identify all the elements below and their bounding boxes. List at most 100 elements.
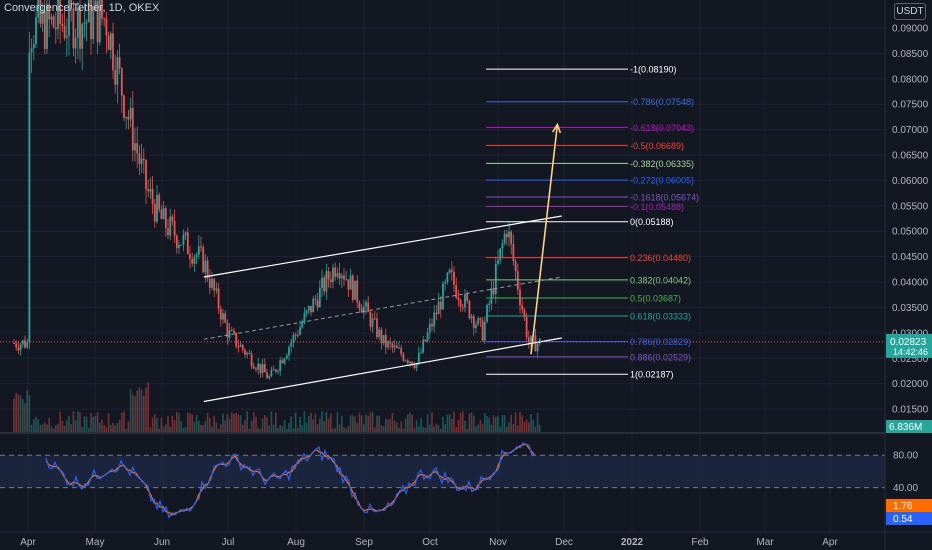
volume-bar <box>250 420 253 432</box>
candle-body <box>94 0 97 11</box>
candle-body <box>191 258 194 264</box>
volume-bar <box>404 418 407 432</box>
candle-body <box>332 267 334 282</box>
candle-body <box>248 352 251 354</box>
candle-body <box>340 275 343 279</box>
volume-bar <box>202 424 204 432</box>
volume-bar <box>444 424 446 432</box>
volume-bar <box>171 415 174 432</box>
volume-bar <box>55 425 57 432</box>
candle-body <box>527 337 530 344</box>
last-price-badge <box>886 333 932 358</box>
candle-body <box>184 232 187 235</box>
candle-body <box>402 354 405 361</box>
candle-body <box>145 160 147 190</box>
volume-bar <box>147 382 149 432</box>
candle-body <box>299 327 301 335</box>
candle-body <box>508 231 510 238</box>
countdown-label: 14:42:46 <box>893 347 928 357</box>
candle-body <box>193 256 196 264</box>
volume-bar <box>44 422 46 432</box>
candle-body <box>439 301 442 310</box>
currency-badge[interactable]: USDT <box>894 3 926 20</box>
candle-body <box>79 8 81 49</box>
candle-body <box>310 306 312 313</box>
candle-body <box>279 360 282 371</box>
candle-body <box>228 330 231 338</box>
volume-bar <box>393 420 396 432</box>
volume-bar <box>266 417 268 432</box>
price-tick-label: 0.07500 <box>892 100 929 111</box>
candle-body <box>283 358 286 364</box>
volume-bar <box>226 414 229 432</box>
volume-badge <box>886 420 932 433</box>
candle-body <box>453 271 455 285</box>
candle-body <box>127 116 130 120</box>
candle-body <box>105 18 108 36</box>
volume-bar <box>385 418 387 432</box>
volume-bar <box>176 411 178 432</box>
candle-body <box>365 302 367 307</box>
volume-bar <box>105 427 108 432</box>
volume-bar <box>264 415 266 432</box>
candle-body <box>406 360 409 363</box>
volume-bar <box>242 424 244 432</box>
candle-body <box>530 335 532 344</box>
volume-bar <box>182 427 185 432</box>
volume-bar <box>517 425 519 432</box>
volume-bar <box>41 424 44 432</box>
volume-bar <box>530 414 532 432</box>
candle-body <box>175 235 178 248</box>
candle-body <box>521 305 524 311</box>
candle-body <box>123 95 125 118</box>
time-tick-label: Feb <box>691 537 709 548</box>
volume-bar <box>369 412 372 432</box>
volume-bar <box>382 426 385 432</box>
candle-body <box>411 361 414 366</box>
volume-bar <box>484 413 486 432</box>
volume-bar <box>510 414 512 432</box>
volume-bar <box>440 428 442 432</box>
volume-bar <box>244 419 246 432</box>
volume-bar <box>305 422 308 432</box>
candle-body <box>523 310 526 318</box>
candle-body <box>433 312 436 327</box>
volume-bar <box>268 425 270 432</box>
candle-body <box>435 312 438 315</box>
price-tick-label: 0.02000 <box>892 379 929 390</box>
candle-body <box>219 308 222 320</box>
volume-bar <box>310 412 312 432</box>
candle-body <box>202 246 205 273</box>
candle-body <box>378 329 381 338</box>
volume-bar <box>528 422 530 432</box>
candle-body <box>329 279 332 282</box>
volume-bar <box>407 414 409 432</box>
candle-body <box>301 322 304 328</box>
volume-bar <box>303 411 306 432</box>
last-price-label: 0.02823 <box>890 337 927 348</box>
volume-bar <box>391 412 394 432</box>
candle-body <box>343 275 345 280</box>
fib-level-label: -0.272(0.06005) <box>630 176 694 186</box>
volume-bar <box>321 411 323 432</box>
candle-body <box>384 335 387 348</box>
volume-bar <box>429 424 431 432</box>
candle-body <box>241 344 244 350</box>
candle-body <box>409 361 411 363</box>
volume-bar <box>470 412 473 432</box>
candle-body <box>21 340 24 345</box>
volume-bar <box>277 427 279 432</box>
volume-bar <box>341 415 343 432</box>
volume-bar <box>224 420 226 432</box>
candle-body <box>503 233 506 244</box>
volume-bar <box>107 413 110 432</box>
fib-level-label: -0.5(0.06689) <box>630 141 684 151</box>
candle-body <box>362 306 365 313</box>
time-tick-label: Oct <box>422 537 438 548</box>
volume-bar <box>143 395 145 432</box>
candle-body <box>244 349 246 355</box>
candle-body <box>239 344 242 347</box>
volume-bar <box>149 427 152 432</box>
volume-bar <box>123 411 125 432</box>
